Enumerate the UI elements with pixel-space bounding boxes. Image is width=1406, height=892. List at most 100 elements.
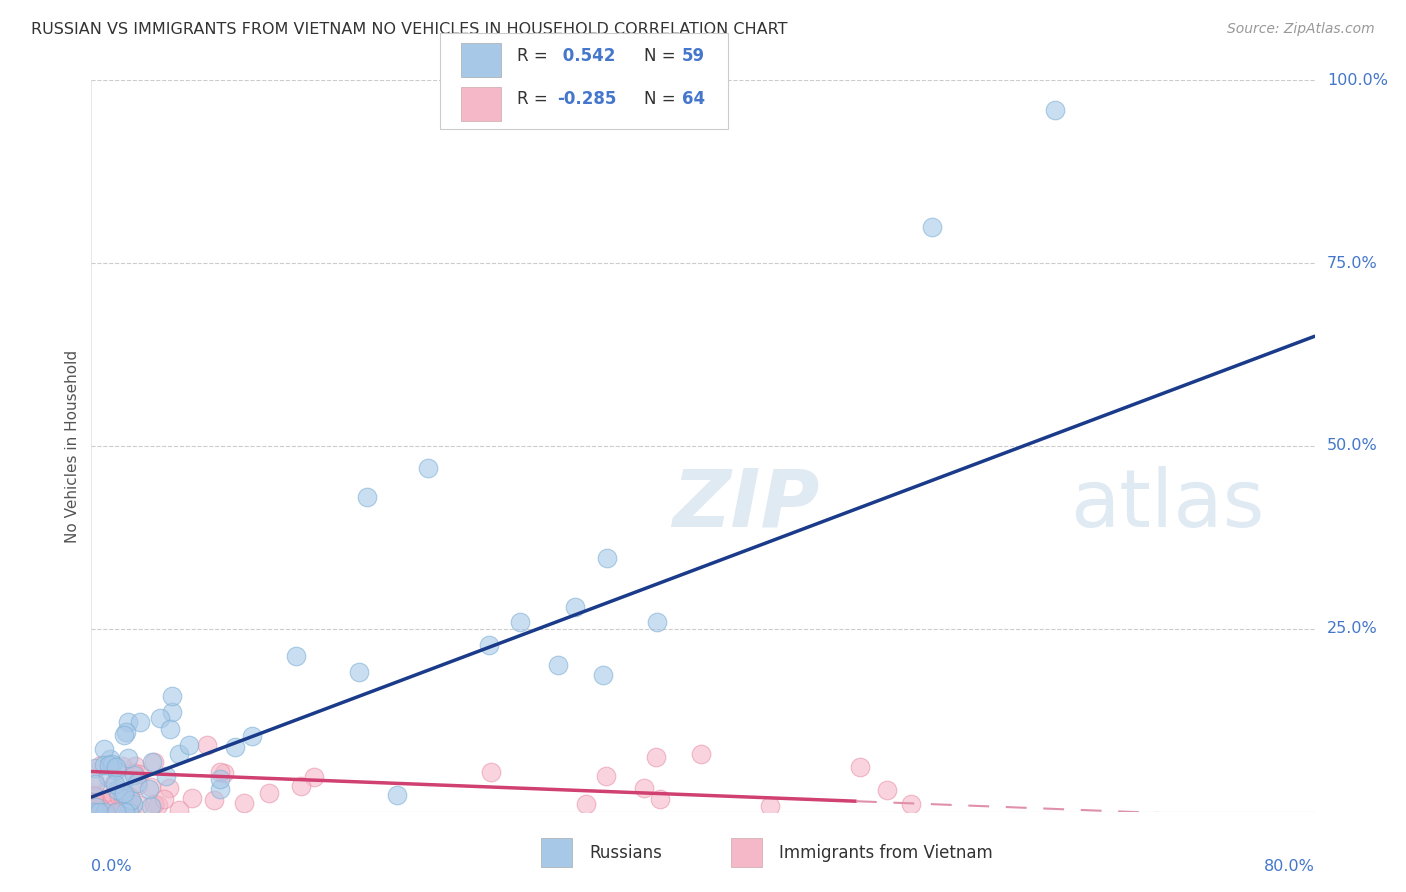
Point bbox=[509, 615, 531, 629]
Point bbox=[650, 792, 672, 806]
Point bbox=[139, 780, 162, 794]
Point bbox=[108, 789, 131, 804]
Point bbox=[124, 759, 146, 773]
Point bbox=[385, 789, 408, 803]
Text: 80.0%: 80.0% bbox=[1264, 859, 1315, 874]
Point bbox=[142, 756, 165, 770]
Point bbox=[83, 795, 105, 809]
Point bbox=[93, 742, 115, 756]
Point bbox=[111, 791, 134, 805]
Point bbox=[122, 768, 145, 782]
Point bbox=[114, 788, 136, 802]
Point bbox=[128, 798, 150, 813]
Point bbox=[356, 490, 378, 504]
Point bbox=[105, 760, 128, 774]
Point bbox=[690, 747, 713, 761]
Text: Immigrants from Vietnam: Immigrants from Vietnam bbox=[779, 844, 993, 862]
Point bbox=[167, 803, 190, 817]
Point bbox=[149, 710, 172, 724]
Point bbox=[574, 797, 596, 812]
Text: atlas: atlas bbox=[1070, 466, 1264, 543]
Point bbox=[97, 757, 120, 772]
Point bbox=[91, 795, 114, 809]
Point bbox=[93, 797, 115, 812]
Point bbox=[645, 615, 668, 629]
Point bbox=[112, 773, 135, 788]
Point bbox=[921, 219, 943, 234]
Point bbox=[209, 764, 232, 779]
Point bbox=[94, 794, 117, 808]
Point bbox=[105, 805, 128, 819]
Point bbox=[84, 777, 107, 791]
Point bbox=[876, 783, 898, 797]
Point bbox=[94, 783, 117, 797]
Point bbox=[564, 599, 586, 614]
Point bbox=[167, 747, 190, 762]
Point bbox=[84, 761, 107, 775]
Point bbox=[120, 805, 142, 819]
Point bbox=[117, 797, 139, 811]
Point bbox=[120, 793, 142, 807]
Point bbox=[115, 724, 138, 739]
Point bbox=[257, 786, 280, 800]
Point bbox=[139, 798, 162, 813]
Y-axis label: No Vehicles in Household: No Vehicles in Household bbox=[65, 350, 80, 542]
Point bbox=[104, 763, 127, 777]
Point bbox=[240, 729, 263, 743]
Point bbox=[97, 770, 120, 784]
Point bbox=[159, 723, 181, 737]
Point bbox=[117, 714, 139, 729]
Point bbox=[181, 791, 204, 805]
Point bbox=[114, 805, 136, 819]
Point bbox=[84, 803, 107, 817]
Text: 50.0%: 50.0% bbox=[1327, 439, 1378, 453]
Point bbox=[100, 797, 122, 811]
Point bbox=[94, 805, 117, 819]
Point bbox=[112, 786, 135, 800]
Point bbox=[290, 780, 312, 794]
Point bbox=[633, 781, 655, 796]
Point bbox=[87, 799, 110, 814]
Point bbox=[98, 805, 121, 819]
Text: 100.0%: 100.0% bbox=[1327, 73, 1388, 87]
Point bbox=[87, 800, 110, 814]
Point bbox=[214, 765, 236, 780]
Point bbox=[153, 792, 176, 806]
Point bbox=[479, 764, 502, 779]
Point bbox=[83, 772, 105, 787]
Point bbox=[111, 758, 134, 772]
Point bbox=[83, 801, 105, 815]
Point bbox=[128, 766, 150, 780]
Point bbox=[592, 668, 614, 682]
Text: Source: ZipAtlas.com: Source: ZipAtlas.com bbox=[1227, 22, 1375, 37]
Text: 0.542: 0.542 bbox=[557, 46, 616, 65]
Point bbox=[160, 690, 183, 704]
Point bbox=[83, 788, 105, 802]
Text: R =: R = bbox=[517, 90, 554, 109]
Point bbox=[645, 749, 668, 764]
Point bbox=[302, 770, 325, 784]
Point bbox=[547, 657, 569, 672]
Point bbox=[112, 800, 135, 814]
Point bbox=[89, 800, 111, 814]
Point bbox=[87, 805, 110, 819]
Point bbox=[202, 793, 225, 807]
Point bbox=[595, 769, 617, 783]
Point bbox=[83, 805, 105, 819]
Point bbox=[224, 739, 246, 754]
Point bbox=[111, 786, 134, 800]
Point bbox=[122, 765, 145, 780]
Point bbox=[121, 797, 143, 812]
Point bbox=[90, 758, 112, 772]
Point bbox=[84, 800, 107, 814]
Point bbox=[195, 738, 218, 752]
Point bbox=[103, 776, 125, 790]
Text: RUSSIAN VS IMMIGRANTS FROM VIETNAM NO VEHICLES IN HOUSEHOLD CORRELATION CHART: RUSSIAN VS IMMIGRANTS FROM VIETNAM NO VE… bbox=[31, 22, 787, 37]
Text: ZIP: ZIP bbox=[672, 466, 820, 543]
Point bbox=[108, 800, 131, 814]
Point bbox=[155, 769, 177, 783]
Point bbox=[478, 639, 501, 653]
Text: 75.0%: 75.0% bbox=[1327, 256, 1378, 270]
Point bbox=[157, 780, 180, 795]
Point bbox=[284, 648, 307, 663]
